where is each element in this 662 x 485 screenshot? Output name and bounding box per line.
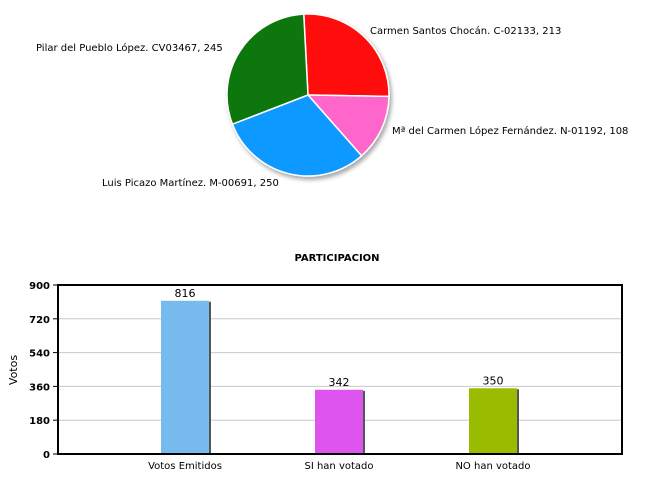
pie-slice-label: Luis Picazo Martínez. M-00691, 250 — [102, 177, 279, 189]
x-tick-label: Votos Emitidos — [148, 461, 222, 472]
pie-slice-label: Carmen Santos Chocán. C-02133, 213 — [370, 25, 561, 37]
y-tick-label: 360 — [29, 382, 50, 393]
grid-lines — [58, 318, 622, 421]
bar-chart: PARTICIPACION Votos 816 342 350 0 180 360 540… — [7, 253, 623, 472]
y-tick-label: 180 — [29, 416, 50, 427]
y-tick-label: 900 — [29, 281, 50, 292]
bar-value-label: 816 — [175, 287, 196, 300]
pie-slice — [226, 13, 309, 126]
y-tick-label: 0 — [43, 450, 50, 461]
bar-chart-title: PARTICIPACION — [294, 253, 379, 264]
bar — [161, 300, 209, 454]
pie-slice-label: Mª del Carmen López Fernández. N-01192, … — [392, 125, 628, 137]
x-tick-label: SI han votado — [304, 461, 373, 472]
bar-chart-y-axis-label: Votos — [7, 355, 20, 385]
bar-value-label: 342 — [329, 376, 350, 389]
pie-slice-label: Pilar del Pueblo López. CV03467, 245 — [36, 42, 223, 54]
pie-slice — [302, 13, 390, 98]
pie-labels: Carmen Santos Chocán. C-02133, 213 Mª del… — [36, 25, 628, 189]
pie-slice — [306, 94, 390, 157]
plot-frame — [57, 284, 623, 455]
bars: 816 342 350 — [161, 287, 519, 454]
pie-slice — [231, 94, 363, 177]
x-axis-ticks: Votos Emitidos SI han votado NO han votado — [148, 461, 530, 472]
y-axis-ticks: 0 180 360 540 720 900 — [29, 281, 58, 461]
x-tick-label: NO han votado — [455, 461, 530, 472]
bar-value-label: 350 — [483, 374, 504, 387]
pie-chart — [226, 13, 390, 177]
y-tick-label: 720 — [29, 315, 50, 326]
bar — [469, 388, 517, 454]
y-tick-label: 540 — [29, 349, 50, 360]
bar — [315, 389, 363, 454]
